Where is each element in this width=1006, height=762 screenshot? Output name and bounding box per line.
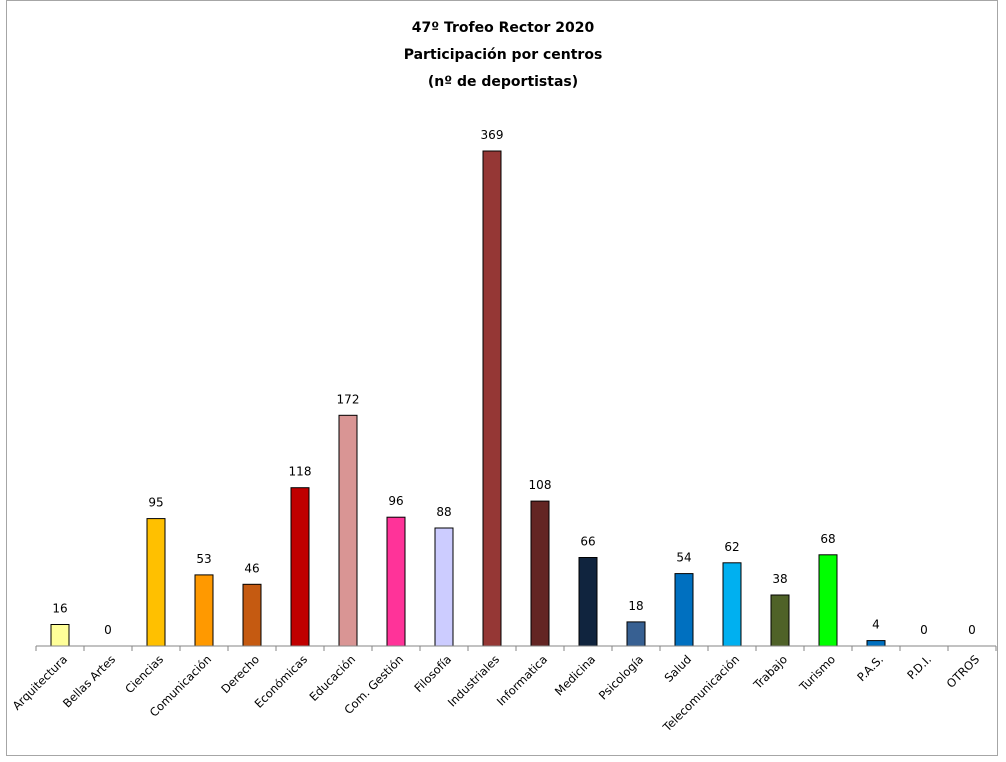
data-label-trabajo: 38 bbox=[772, 572, 787, 586]
bar-com-gestion bbox=[386, 516, 406, 647]
data-label-turismo: 68 bbox=[820, 532, 835, 546]
bar-informatica bbox=[530, 500, 550, 647]
data-label-p-a-s: 4 bbox=[872, 618, 880, 632]
data-label-salud: 54 bbox=[676, 551, 691, 565]
data-label-industriales: 369 bbox=[481, 128, 504, 142]
data-label-informatica: 108 bbox=[529, 478, 552, 492]
x-tick-label-trabajo: Trabajo bbox=[750, 652, 790, 692]
bar-economicas bbox=[290, 487, 310, 647]
data-label-comunicacion: 53 bbox=[196, 552, 211, 566]
chart-title-line-3: (nº de deportistas) bbox=[428, 74, 578, 90]
data-label-telecomunicacion: 62 bbox=[724, 540, 739, 554]
bar-psicologia bbox=[626, 621, 646, 647]
bar-comunicacion bbox=[194, 574, 214, 647]
chart-title: 47º Trofeo Rector 2020 Participación por… bbox=[404, 20, 603, 90]
x-tick-label-filosofia: Filosofía bbox=[411, 652, 454, 695]
x-tick-label-informatica: Informatica bbox=[494, 652, 550, 708]
bar-telecomunicacion bbox=[722, 562, 742, 647]
x-tick-label-p-a-s: P.A.S. bbox=[854, 652, 886, 684]
chart-title-line-2: Participación por centros bbox=[404, 47, 603, 63]
bars-group bbox=[50, 150, 886, 647]
x-tick-label-ciencias: Ciencias bbox=[122, 652, 166, 696]
x-tick-label-p-d-i: P.D.I. bbox=[904, 652, 934, 682]
bar-filosofia bbox=[434, 527, 454, 647]
data-label-com-gestion: 96 bbox=[388, 494, 403, 508]
data-label-derecho: 46 bbox=[244, 561, 259, 575]
bar-medicina bbox=[578, 557, 598, 647]
x-tick-label-derecho: Derecho bbox=[218, 652, 262, 696]
x-tick-label-medicina: Medicina bbox=[552, 652, 598, 698]
chart-title-line-1: 47º Trofeo Rector 2020 bbox=[412, 20, 595, 36]
x-tick-label-arquitectura: Arquitectura bbox=[10, 652, 71, 713]
x-tick-label-educacion: Educación bbox=[306, 652, 358, 704]
data-label-medicina: 66 bbox=[580, 535, 595, 549]
bar-derecho bbox=[242, 583, 262, 647]
bar-arquitectura bbox=[50, 624, 70, 647]
x-axis-ticks bbox=[35, 646, 997, 651]
bar-p-a-s bbox=[866, 640, 886, 647]
data-labels-group: 16 0 95 53 46 118 172 96 88 369 108 66 18 54 62 38 68 4 0 0 bbox=[52, 128, 975, 637]
data-label-psicologia: 18 bbox=[628, 599, 643, 613]
data-label-arquitectura: 16 bbox=[52, 602, 67, 616]
data-label-bellas-artes: 0 bbox=[104, 623, 112, 637]
data-label-p-d-i: 0 bbox=[920, 623, 928, 637]
x-tick-label-otros: OTROS bbox=[944, 652, 982, 690]
x-tick-label-salud: Salud bbox=[661, 652, 694, 685]
data-label-otros: 0 bbox=[968, 623, 976, 637]
data-label-educacion: 172 bbox=[337, 392, 360, 406]
bar-turismo bbox=[818, 554, 838, 647]
bar-educacion bbox=[338, 414, 358, 647]
data-label-ciencias: 95 bbox=[148, 496, 163, 510]
x-tick-label-psicologia: Psicología bbox=[596, 652, 646, 702]
data-label-filosofia: 88 bbox=[436, 505, 451, 519]
bar-industriales bbox=[482, 150, 502, 647]
data-label-economicas: 118 bbox=[289, 465, 312, 479]
bar-salud bbox=[674, 573, 694, 647]
bar-trabajo bbox=[770, 594, 790, 647]
x-tick-label-industriales: Industriales bbox=[445, 652, 502, 709]
x-tick-label-turismo: Turismo bbox=[796, 652, 838, 694]
bar-ciencias bbox=[146, 518, 166, 647]
